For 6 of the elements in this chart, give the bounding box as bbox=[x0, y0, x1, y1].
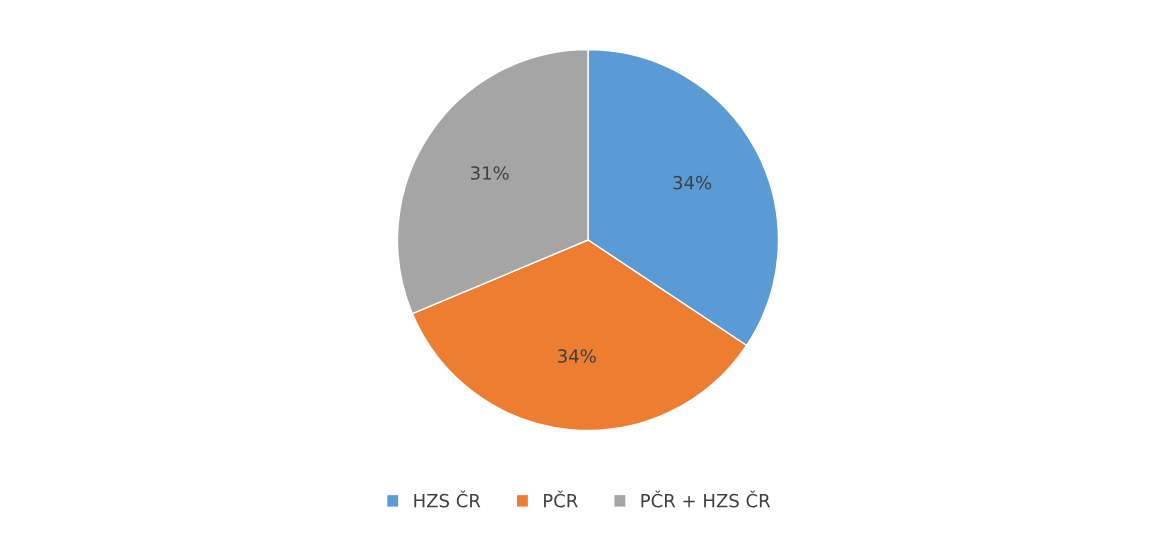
legend-label: HZS ČR bbox=[414, 490, 481, 508]
data-label: 31% bbox=[470, 166, 509, 180]
data-label: 34% bbox=[673, 175, 712, 190]
data-label: 34% bbox=[558, 349, 596, 363]
legend-label: PČR + HZS ČR bbox=[641, 490, 771, 508]
legend-label: PČR bbox=[544, 490, 578, 508]
